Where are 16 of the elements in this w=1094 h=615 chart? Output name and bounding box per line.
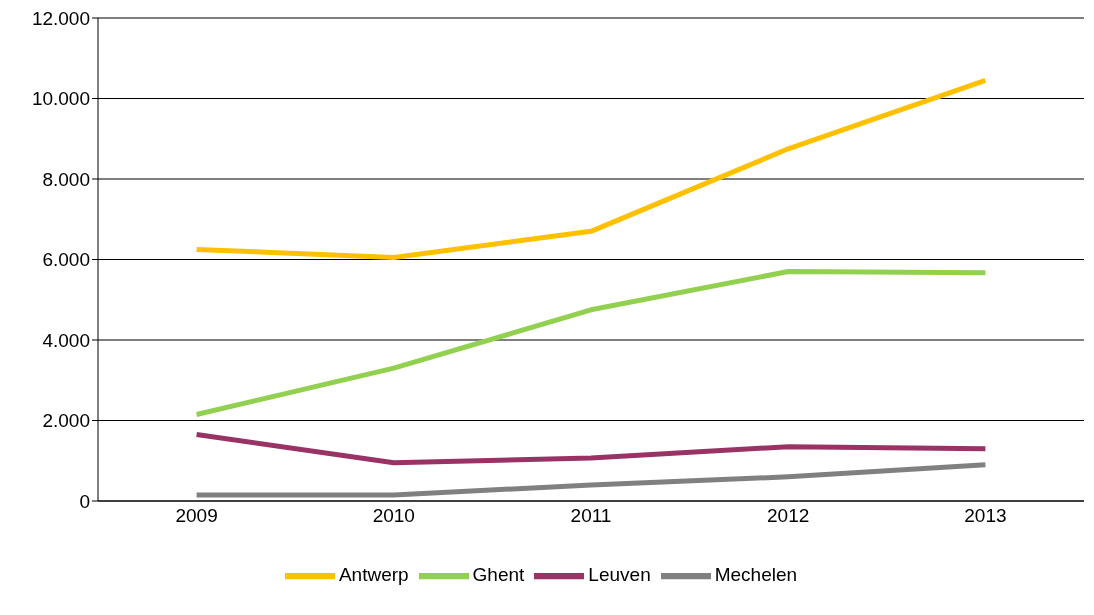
legend-label: Ghent — [472, 564, 525, 586]
legend-label: Leuven — [588, 564, 651, 586]
y-tick-label: 4.000 — [42, 329, 90, 351]
x-tick-label: 2011 — [570, 505, 612, 527]
legend-label: Antwerp — [338, 564, 409, 586]
x-tick-label: 2009 — [175, 505, 218, 527]
y-tick-label: 6.000 — [42, 249, 90, 271]
y-tick-label: 2.000 — [42, 410, 90, 432]
y-tick-label: 10.000 — [31, 88, 90, 110]
legend-label: Mechelen — [714, 564, 798, 586]
y-tick-label: 12.000 — [31, 7, 90, 29]
x-tick-label: 2012 — [767, 505, 810, 527]
y-tick-label: 8.000 — [42, 168, 90, 190]
x-tick-label: 2013 — [964, 505, 1007, 527]
y-tick-label: 0 — [79, 490, 90, 512]
x-tick-label: 2010 — [372, 505, 415, 527]
